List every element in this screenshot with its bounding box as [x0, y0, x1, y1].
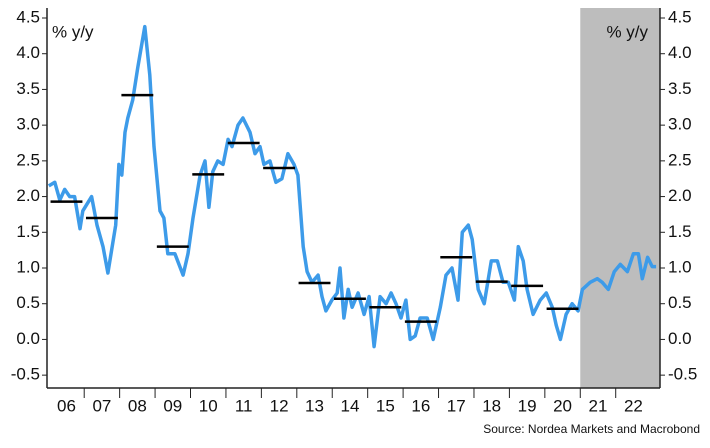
y-tick-label: 2.5 — [16, 150, 40, 169]
y-axis-label: % y/y — [52, 22, 94, 41]
y2-tick-label: 1.5 — [668, 222, 692, 241]
x-tick-label: 21 — [589, 396, 608, 415]
y-tick-label: 0.0 — [16, 329, 40, 348]
y-tick-label: 4.0 — [16, 43, 40, 62]
x-tick-label: 08 — [128, 396, 147, 415]
x-tick-label: 20 — [553, 396, 572, 415]
y2-axis-label: % y/y — [606, 22, 648, 41]
x-tick-label: 15 — [376, 396, 395, 415]
y2-tick-label: 4.0 — [668, 43, 692, 62]
y2-tick-label: 0.5 — [668, 293, 692, 312]
source-note: Source: Nordea Markets and Macrobond — [483, 422, 700, 436]
y-tick-label: 2.0 — [16, 186, 40, 205]
y-tick-label: -0.5 — [11, 365, 40, 384]
x-tick-label: 22 — [624, 396, 643, 415]
y-tick-label: 1.0 — [16, 257, 40, 276]
y-tick-label: 4.5 — [16, 7, 40, 26]
y-tick-label: 0.5 — [16, 293, 40, 312]
x-tick-label: 14 — [340, 396, 359, 415]
y2-tick-label: 4.5 — [668, 7, 692, 26]
y-tick-label: 3.5 — [16, 79, 40, 98]
y-tick-label: 3.0 — [16, 115, 40, 134]
x-tick-label: 18 — [482, 396, 501, 415]
x-tick-label: 10 — [199, 396, 218, 415]
y2-tick-label: 3.5 — [668, 79, 692, 98]
inflation-line — [47, 24, 657, 349]
y2-tick-label: 0.0 — [668, 329, 692, 348]
x-tick-label: 07 — [92, 396, 111, 415]
forecast-shade — [580, 8, 660, 388]
x-tick-label: 11 — [235, 396, 253, 415]
y2-tick-label: 3.0 — [668, 115, 692, 134]
x-tick-label: 16 — [411, 396, 430, 415]
x-tick-label: 06 — [57, 396, 76, 415]
x-tick-label: 17 — [447, 396, 466, 415]
y2-tick-label: -0.5 — [668, 365, 697, 384]
x-tick-label: 09 — [163, 396, 182, 415]
y2-tick-label: 2.5 — [668, 150, 692, 169]
x-tick-label: 19 — [518, 396, 537, 415]
x-tick-label: 13 — [305, 396, 324, 415]
y2-tick-label: 2.0 — [668, 186, 692, 205]
x-tick-label: 12 — [270, 396, 289, 415]
y-tick-label: 1.5 — [16, 222, 40, 241]
y2-tick-label: 1.0 — [668, 257, 692, 276]
